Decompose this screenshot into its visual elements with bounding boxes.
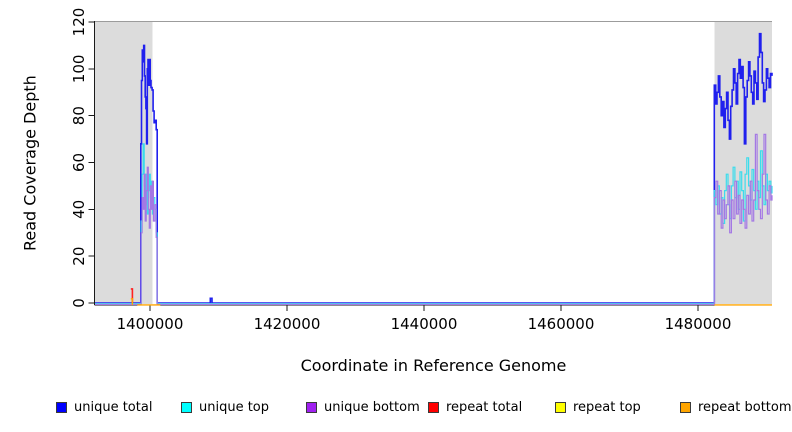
y-tick-label: 60	[70, 153, 88, 172]
y-tick-label: 40	[70, 200, 88, 219]
unique-top-swatch	[181, 401, 192, 413]
unique-bottom-swatch	[306, 401, 317, 413]
legend-item-repeat-bottom: repeat bottom	[680, 399, 792, 415]
repeat-top-swatch	[555, 401, 566, 413]
y-tick-label: 0	[70, 298, 88, 308]
legend-label: repeat total	[446, 399, 523, 415]
y-tick-label: 80	[70, 106, 88, 125]
y-tick-label: 100	[70, 55, 88, 84]
legend: unique total unique top unique bottom re…	[0, 399, 792, 417]
x-tick-label: 1480000	[665, 315, 732, 333]
repeat-bottom-swatch	[680, 401, 691, 413]
legend-item-unique-total: unique total	[56, 399, 152, 415]
repeat-total-swatch	[428, 401, 439, 413]
legend-label: unique bottom	[324, 399, 420, 415]
unique-total-swatch	[56, 401, 67, 413]
series-line-unique-top	[95, 143, 773, 305]
legend-label: unique top	[199, 399, 270, 415]
y-tick-label: 120	[70, 8, 88, 37]
x-tick-label: 1400000	[117, 315, 184, 333]
legend-item-repeat-total: repeat total	[428, 399, 522, 415]
legend-item-unique-top: unique top	[181, 399, 269, 415]
x-axis-title: Coordinate in Reference Genome	[300, 356, 567, 375]
legend-label: repeat bottom	[698, 399, 792, 415]
legend-item-unique-bottom: unique bottom	[306, 399, 420, 415]
y-axis-title: Read Coverage Depth	[20, 75, 40, 251]
y-tick-label: 20	[70, 247, 88, 266]
series-line-repeat-bottom	[130, 298, 134, 305]
shaded-region	[714, 21, 772, 304]
series-line-unique-bottom	[95, 133, 773, 305]
x-tick-label: 1440000	[391, 315, 458, 333]
legend-label: repeat top	[573, 399, 641, 415]
series-line-unique-total	[95, 32, 773, 304]
legend-label: unique total	[74, 399, 153, 415]
x-tick-label: 1460000	[528, 315, 595, 333]
x-tick-label: 1420000	[254, 315, 321, 333]
legend-item-repeat-top: repeat top	[555, 399, 641, 415]
